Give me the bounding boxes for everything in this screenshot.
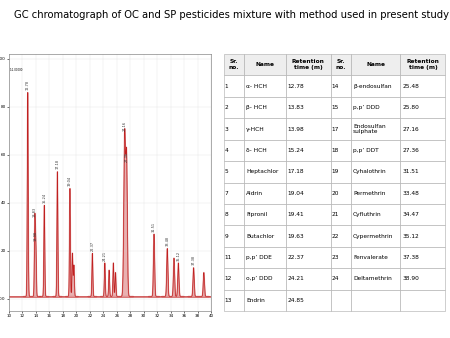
Text: 31.51: 31.51 xyxy=(152,222,156,232)
Text: 13.98: 13.98 xyxy=(34,231,38,241)
Text: 13.83: 13.83 xyxy=(33,207,37,217)
Text: 17.18: 17.18 xyxy=(55,159,59,169)
Text: 24.21: 24.21 xyxy=(103,250,107,261)
Text: 27.16: 27.16 xyxy=(123,121,127,131)
Text: 22.37: 22.37 xyxy=(90,241,94,251)
Text: 15.24: 15.24 xyxy=(42,193,46,203)
Text: 35.12: 35.12 xyxy=(176,250,180,261)
Text: 33.48: 33.48 xyxy=(165,236,169,246)
Text: 27.36: 27.36 xyxy=(125,152,129,162)
Text: 12.78: 12.78 xyxy=(26,80,30,90)
Text: 1:1.00000: 1:1.00000 xyxy=(9,69,22,72)
Text: 37.38: 37.38 xyxy=(192,255,196,265)
Text: GC chromatograph of OC and SP pesticides mixture with method used in present stu: GC chromatograph of OC and SP pesticides… xyxy=(14,10,449,20)
Text: 19.04: 19.04 xyxy=(68,176,72,186)
